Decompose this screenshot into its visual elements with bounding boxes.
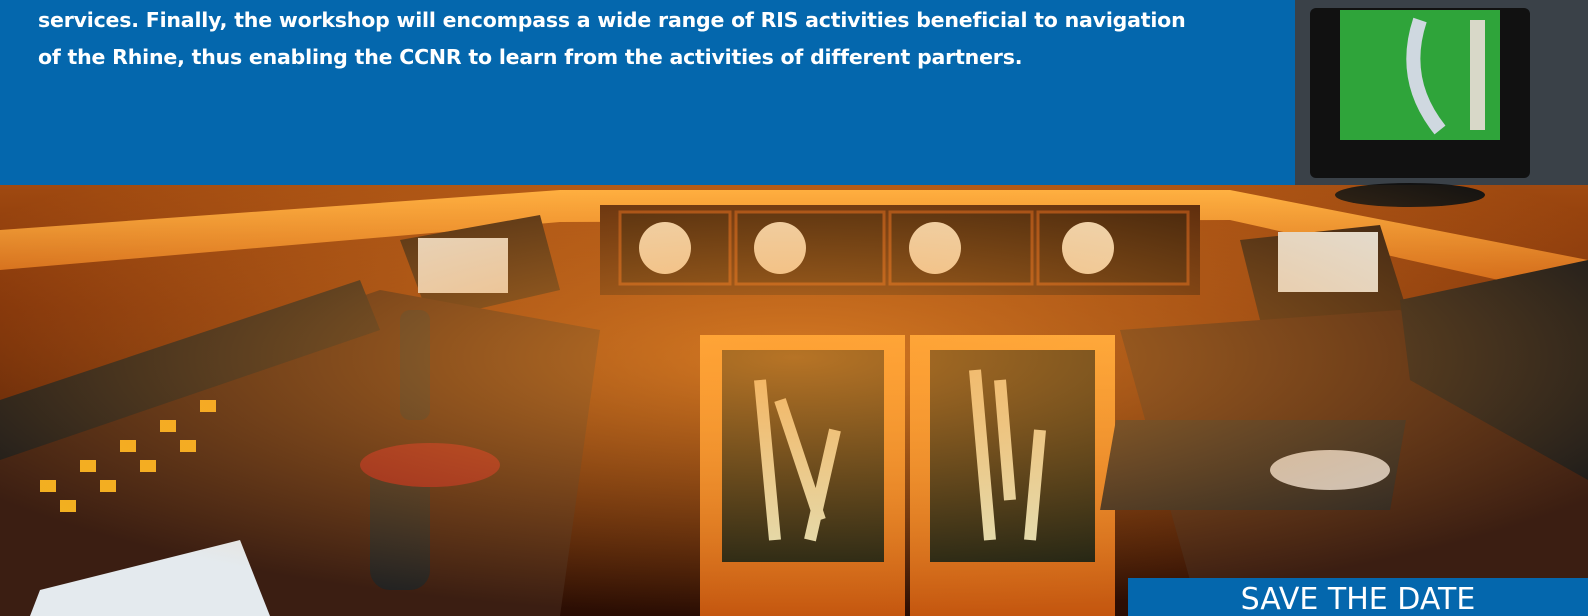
intro-panel: services. Finally, the workshop will enc… [0,0,1295,185]
paragraph-line: services. Finally, the workshop will enc… [38,8,1185,32]
save-the-date-banner: SAVE THE DATE [1128,578,1588,616]
page: services. Finally, the workshop will enc… [0,0,1588,616]
paragraph-line: of the Rhine, thus enabling the CCNR to … [38,45,1022,69]
